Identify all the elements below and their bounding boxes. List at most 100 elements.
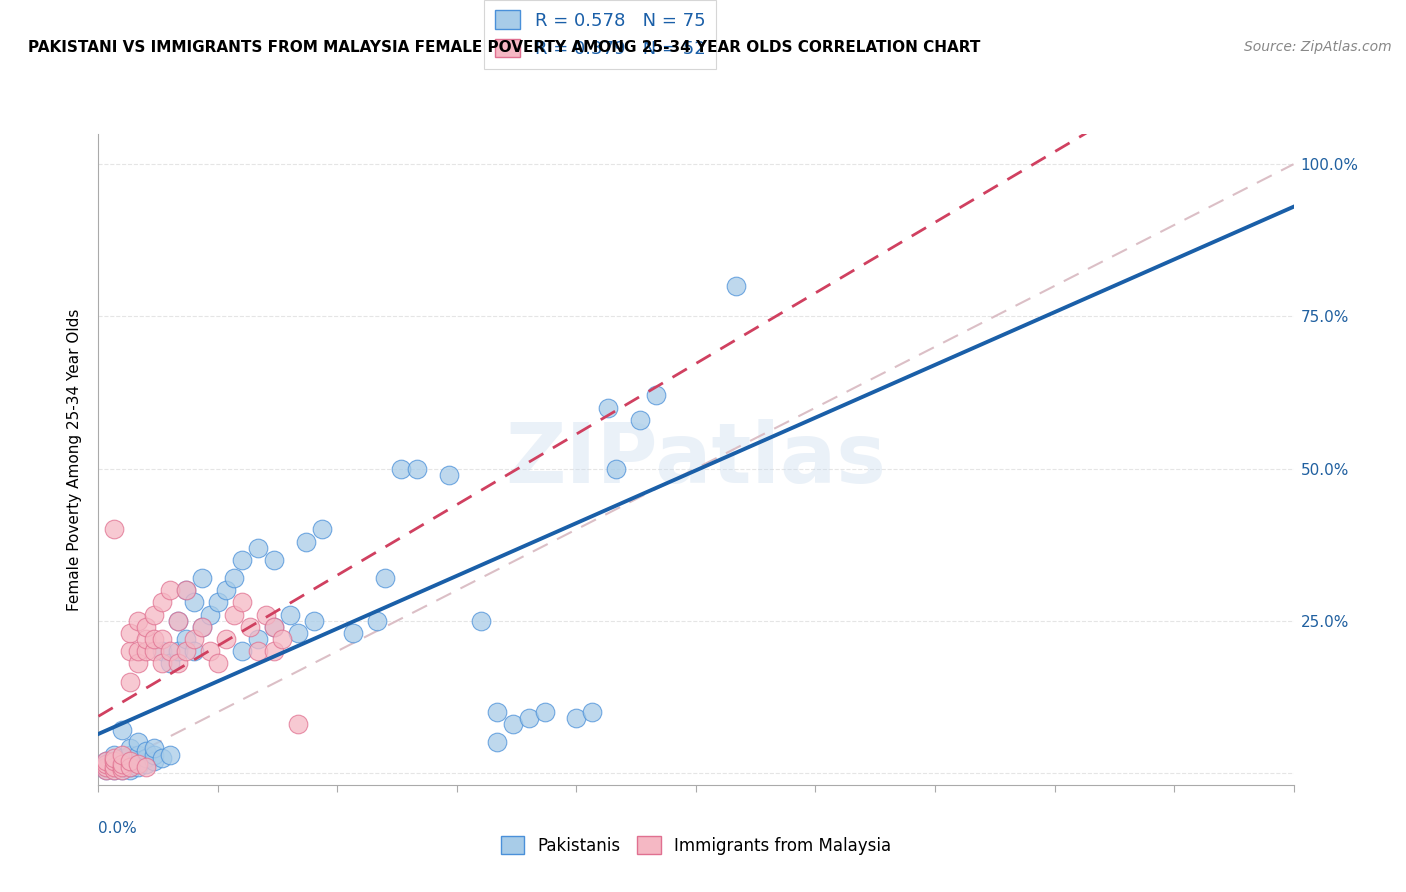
Point (120, 674, 142, 689)
Point (135, 756, 157, 771)
Point (120, 625, 142, 640)
Point (135, 632, 157, 646)
Point (470, 614, 492, 628)
Point (103, 754, 125, 768)
Text: ZIPatlas: ZIPatlas (506, 419, 886, 500)
Point (565, 711, 588, 725)
Point (167, 614, 190, 628)
Point (191, 620, 214, 634)
Point (103, 763, 125, 777)
Point (96, 763, 118, 777)
Point (150, 595, 173, 609)
Point (103, 754, 125, 768)
Point (533, 705, 555, 719)
Point (207, 595, 229, 609)
Text: PAKISTANI VS IMMIGRANTS FROM MALAYSIA FEMALE POVERTY AMONG 25-34 YEAR OLDS CORRE: PAKISTANI VS IMMIGRANTS FROM MALAYSIA FE… (28, 40, 980, 55)
Point (143, 754, 166, 768)
Point (174, 583, 197, 598)
Point (263, 620, 285, 634)
Point (183, 644, 205, 658)
Point (174, 583, 197, 598)
Point (270, 632, 292, 646)
Point (246, 644, 269, 658)
Point (120, 747, 142, 762)
Point (120, 754, 142, 768)
Point (302, 614, 325, 628)
Point (111, 763, 134, 777)
Point (581, 705, 603, 719)
Point (628, 413, 651, 427)
Point (127, 657, 149, 671)
Point (96, 756, 118, 771)
Point (127, 756, 149, 771)
Point (485, 735, 508, 749)
Point (96, 763, 118, 777)
Point (120, 760, 142, 774)
Point (103, 750, 125, 764)
Point (311, 522, 333, 536)
Point (120, 741, 142, 756)
Point (143, 741, 166, 756)
Point (143, 747, 166, 762)
Point (120, 763, 142, 777)
Point (254, 607, 277, 622)
Point (120, 754, 142, 768)
Point (246, 541, 269, 555)
Point (231, 595, 253, 609)
Point (215, 632, 238, 646)
Point (159, 747, 181, 762)
Point (143, 607, 166, 622)
Point (111, 760, 134, 774)
Point (406, 461, 429, 475)
Point (246, 632, 269, 646)
Point (127, 760, 149, 774)
Point (724, 279, 747, 293)
Point (278, 607, 301, 622)
Point (485, 705, 508, 719)
Point (135, 750, 157, 764)
Y-axis label: Female Poverty Among 25-34 Year Olds: Female Poverty Among 25-34 Year Olds (67, 309, 83, 610)
Point (150, 750, 173, 764)
Point (127, 735, 149, 749)
Point (231, 644, 253, 658)
Point (103, 747, 125, 762)
Point (127, 614, 149, 628)
Point (111, 723, 134, 738)
Point (222, 571, 245, 585)
Point (294, 534, 316, 549)
Point (605, 461, 627, 475)
Point (103, 760, 125, 774)
Point (366, 614, 388, 628)
Point (135, 744, 157, 758)
Point (135, 644, 157, 658)
Point (517, 711, 540, 725)
Point (96, 754, 118, 768)
Point (263, 553, 285, 567)
Point (103, 756, 125, 771)
Point (222, 607, 245, 622)
Point (167, 614, 190, 628)
Point (96, 760, 118, 774)
Point (342, 625, 364, 640)
Legend: Pakistanis, Immigrants from Malaysia: Pakistanis, Immigrants from Malaysia (494, 830, 898, 862)
Point (150, 632, 173, 646)
Point (96, 754, 118, 768)
Point (103, 763, 125, 777)
Point (159, 583, 181, 598)
Point (198, 644, 221, 658)
Point (127, 754, 149, 768)
Point (645, 388, 668, 402)
Point (191, 571, 214, 585)
Point (174, 632, 197, 646)
Point (287, 625, 309, 640)
Point (111, 756, 134, 771)
Point (159, 644, 181, 658)
Point (239, 620, 262, 634)
Point (96, 756, 118, 771)
Point (150, 657, 173, 671)
Point (111, 760, 134, 774)
Point (127, 644, 149, 658)
Point (231, 553, 253, 567)
Point (120, 644, 142, 658)
Point (207, 657, 229, 671)
